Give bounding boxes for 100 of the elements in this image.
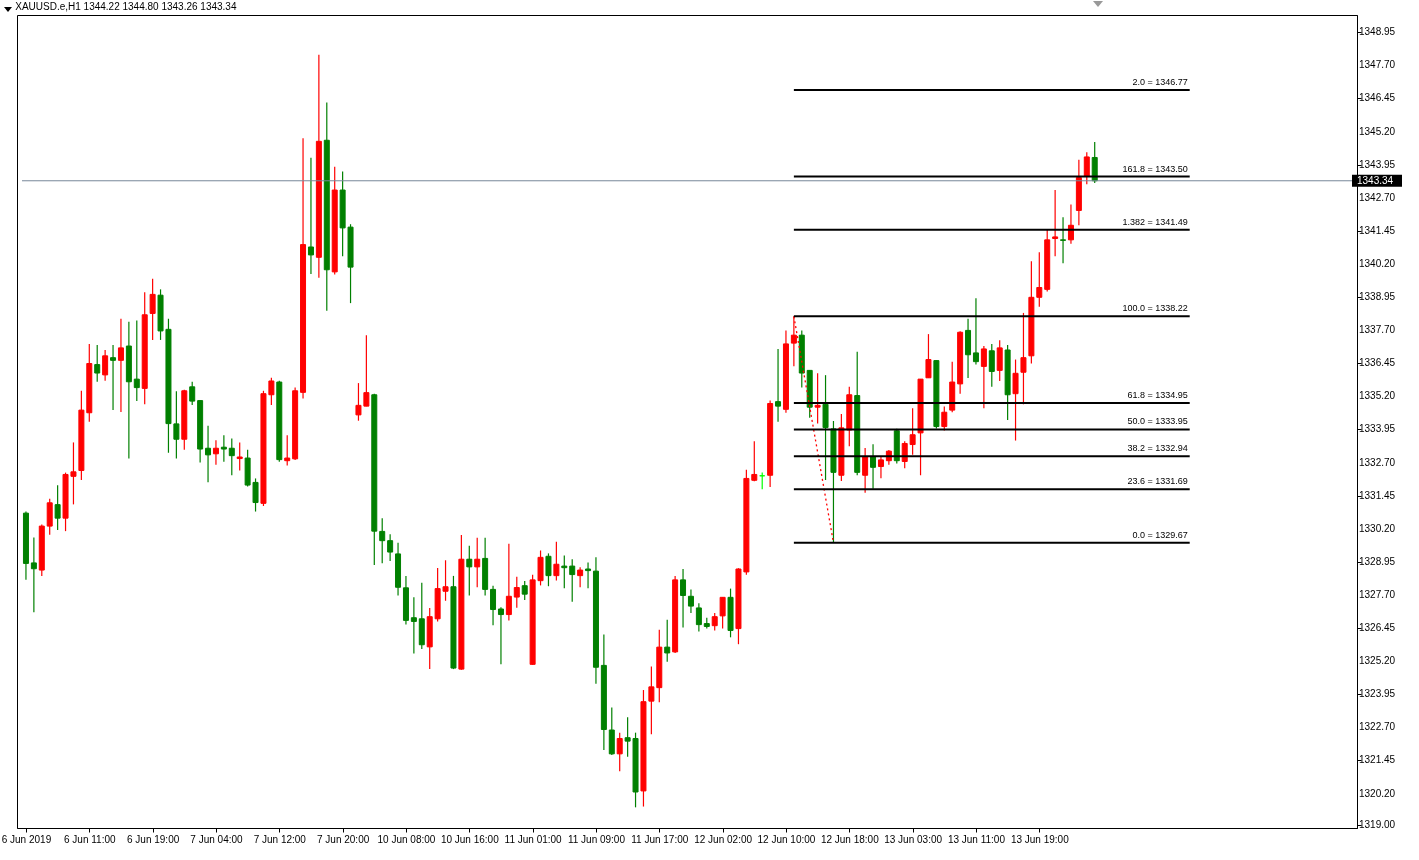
- candlestick: [1060, 216, 1067, 264]
- y-tick-label: 1321.45: [1359, 754, 1396, 766]
- x-tick-label: 13 Jun 11:00: [947, 833, 1006, 845]
- candlestick: [925, 333, 932, 379]
- y-tick-label: 1328.95: [1359, 555, 1396, 567]
- ref-line-label: 23.6 = 1331.69: [1127, 476, 1188, 487]
- ref-line-label: 1343.34: [1357, 174, 1394, 186]
- candlestick: [680, 568, 687, 629]
- candlestick: [980, 345, 987, 409]
- y-tick-label: 1342.70: [1359, 191, 1396, 203]
- y-tick-label: 1338.95: [1359, 291, 1396, 303]
- candlestick: [877, 456, 884, 479]
- candlestick: [687, 588, 694, 614]
- candlestick: [553, 541, 560, 581]
- candlestick: [30, 536, 37, 613]
- candlestick: [862, 447, 869, 494]
- candlestick: [205, 425, 212, 483]
- ref-line-label: 100.0 = 1338.22: [1122, 303, 1188, 314]
- candlestick: [972, 297, 979, 366]
- y-tick-label: 1332.70: [1359, 456, 1396, 468]
- candlestick: [474, 537, 481, 588]
- candlestick: [133, 320, 140, 402]
- candlestick: [212, 439, 219, 466]
- y-tick-label: 1343.95: [1359, 158, 1396, 170]
- candlestick: [236, 441, 243, 472]
- x-tick-label: 7 Jun 04:00: [190, 833, 244, 845]
- candlestick: [561, 554, 568, 589]
- x-tick-label: 10 Jun 08:00: [377, 833, 436, 845]
- candlestick: [616, 732, 623, 772]
- candlestick: [822, 374, 829, 481]
- candlestick: [545, 552, 552, 587]
- y-tick-label: 1335.20: [1359, 390, 1396, 402]
- x-tick-label: 6 Jun 11:00: [64, 833, 116, 845]
- y-tick-label: 1327.70: [1359, 588, 1396, 600]
- y-tick-label: 1319.00: [1359, 819, 1396, 831]
- ref-line-label: 50.0 = 1333.95: [1127, 416, 1188, 427]
- x-tick-label: 12 Jun 18:00: [820, 833, 880, 845]
- candlestick: [1020, 312, 1027, 405]
- candlestick: [695, 602, 702, 633]
- ref-line-label: 2.0 = 1346.77: [1132, 76, 1188, 87]
- candlestick: [228, 437, 235, 476]
- x-tick-label: 11 Jun 01:00: [504, 833, 563, 845]
- candlestick: [585, 561, 592, 589]
- x-tick-label: 11 Jun 09:00: [567, 833, 626, 845]
- candlestick: [996, 339, 1003, 382]
- y-tick-label: 1336.45: [1359, 357, 1396, 369]
- candlestick: [941, 405, 948, 432]
- candlestick: [307, 157, 314, 275]
- candlestick: [284, 434, 291, 467]
- candlestick: [1012, 358, 1019, 442]
- candlestick: [814, 372, 821, 425]
- candlestick: [189, 381, 196, 406]
- candlestick: [513, 576, 520, 609]
- candlestick: [490, 585, 497, 626]
- candlestick: [497, 606, 504, 665]
- y-tick-label: 1341.45: [1359, 224, 1396, 236]
- y-tick-label: 1347.70: [1359, 59, 1396, 71]
- ref-line-label: 38.2 = 1332.94: [1127, 443, 1188, 454]
- candlestick: [94, 344, 101, 383]
- y-tick-label: 1333.95: [1359, 423, 1396, 435]
- y-tick-label: 1340.20: [1359, 257, 1396, 269]
- candlestick: [577, 566, 584, 588]
- y-tick-label: 1330.20: [1359, 522, 1396, 534]
- y-tick-label: 1326.45: [1359, 622, 1396, 634]
- x-tick-label: 7 Jun 20:00: [316, 833, 370, 845]
- y-tick-label: 1323.95: [1359, 688, 1396, 700]
- candlestick: [149, 278, 156, 341]
- y-tick-label: 1322.70: [1359, 721, 1396, 733]
- x-tick-label: 6 Jun 2019: [1, 833, 52, 845]
- y-tick-label: 1337.70: [1359, 324, 1396, 336]
- candlestick: [521, 580, 528, 601]
- x-tick-label: 6 Jun 19:00: [126, 833, 180, 845]
- candlestick: [102, 349, 109, 382]
- x-tick-label: 12 Jun 10:00: [757, 833, 816, 845]
- candlestick: [664, 619, 671, 663]
- candlestick: [1083, 151, 1090, 185]
- candlestick: [117, 318, 124, 413]
- candlestick: [569, 558, 576, 603]
- y-tick-label: 1348.95: [1359, 26, 1396, 38]
- y-tick-label: 1325.20: [1359, 655, 1396, 667]
- candlestick: [110, 344, 117, 411]
- x-tick-label: 12 Jun 02:00: [694, 833, 753, 845]
- x-tick-label: 7 Jun 12:00: [253, 833, 307, 845]
- candlestick: [387, 533, 394, 562]
- candlestick: [608, 706, 615, 756]
- chart-title: XAUUSD.e,H1 1344.22 1344.80 1343.26 1343.34: [15, 1, 237, 12]
- x-tick-label: 13 Jun 03:00: [884, 833, 943, 845]
- ref-line-label: 61.8 = 1334.95: [1127, 389, 1188, 400]
- candlestick: [379, 517, 386, 564]
- x-tick-label: 13 Jun 19:00: [1010, 833, 1070, 845]
- y-tick-label: 1345.20: [1359, 125, 1396, 137]
- y-tick-label: 1320.20: [1359, 787, 1396, 799]
- y-tick-label: 1331.45: [1359, 489, 1396, 501]
- candlestick: [220, 434, 227, 463]
- candlestick: [54, 484, 61, 531]
- y-tick-label: 1346.45: [1359, 92, 1396, 104]
- x-tick-label: 11 Jun 17:00: [631, 833, 689, 845]
- ref-line-label: 1.382 = 1341.49: [1122, 216, 1188, 227]
- candlestick: [775, 348, 782, 423]
- candlestick: [988, 343, 995, 388]
